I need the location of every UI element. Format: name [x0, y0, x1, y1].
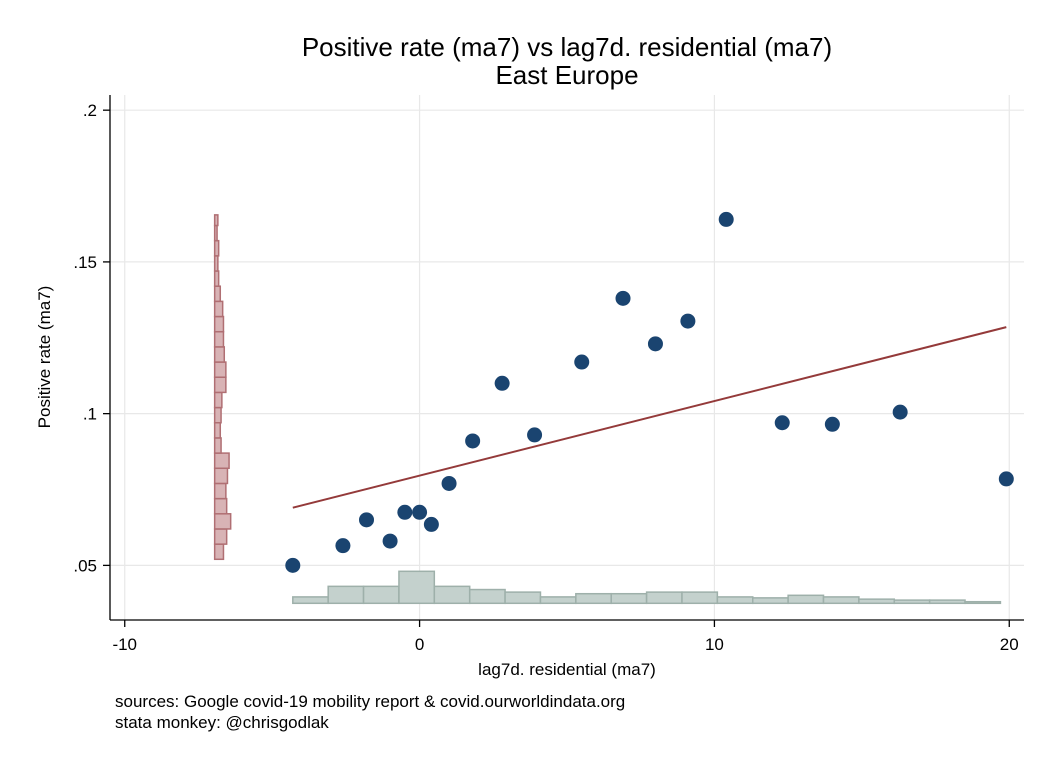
x-histogram-bar: [893, 599, 931, 605]
scatter-point: [774, 415, 790, 431]
scatter-point: [441, 475, 457, 491]
y-histogram-bar: [213, 482, 227, 500]
x-histogram-bar: [716, 596, 754, 605]
y-histogram-bar: [213, 224, 218, 242]
x-histogram-bar: [928, 599, 966, 605]
y-histogram-bar: [213, 452, 230, 470]
scatter-point: [892, 404, 908, 420]
x-histogram-bar: [575, 592, 612, 605]
y-histogram-bar: [213, 437, 222, 454]
scatter-point: [335, 538, 351, 554]
scatter-point: [285, 557, 301, 573]
x-histogram-bar: [787, 594, 825, 605]
fit-line: [292, 326, 1007, 509]
scatter-point: [359, 512, 375, 528]
y-histogram-bar: [213, 361, 227, 378]
y-tick-label: .05: [73, 556, 97, 575]
author-note: stata monkey: @chrisgodlak: [115, 713, 329, 732]
scatter-point: [494, 375, 510, 391]
x-histogram-bar: [362, 585, 400, 605]
x-tick-label: 0: [415, 635, 424, 654]
x-histogram-bar: [433, 585, 471, 605]
y-histogram-bar: [213, 528, 228, 545]
y-tick-label: .2: [83, 101, 97, 120]
y-tick-label: .1: [83, 405, 97, 424]
x-histogram-bar: [681, 591, 719, 605]
x-histogram-bar: [645, 591, 683, 605]
y-histogram-bar: [213, 543, 225, 561]
fit-line-group: [292, 326, 1007, 509]
y-histogram-bar: [213, 214, 219, 227]
y-histogram-bar: [213, 391, 223, 409]
y-histogram-bar: [213, 285, 222, 303]
x-histogram-bar: [292, 596, 329, 605]
y-histogram-bar: [213, 346, 226, 363]
scatter-point: [615, 290, 631, 306]
x-histogram-bar: [751, 597, 789, 605]
grid-lines: [110, 95, 1024, 620]
y-histogram-bar: [213, 467, 229, 485]
y-histogram-bar: [213, 406, 222, 424]
y-axis-label: Positive rate (ma7): [35, 286, 54, 429]
x-axis-label: lag7d. residential (ma7): [478, 660, 656, 679]
y-tick-label: .15: [73, 253, 97, 272]
scatter-point: [397, 504, 413, 520]
scatter-point: [998, 471, 1014, 487]
scatter-point: [465, 433, 481, 449]
chart-title: Positive rate (ma7) vs lag7d. residentia…: [302, 32, 832, 62]
x-tick-label: 10: [705, 635, 724, 654]
y-histogram-bar: [213, 270, 220, 287]
y-marginal-histogram: [213, 214, 232, 561]
scatter-point: [574, 354, 590, 370]
chart-subtitle: East Europe: [495, 60, 638, 90]
x-histogram-bar: [468, 588, 506, 605]
x-histogram-bar: [610, 592, 648, 605]
x-histogram-bar: [327, 585, 365, 605]
scatter-point: [382, 533, 398, 549]
y-histogram-bar: [213, 513, 232, 530]
axes: -10 0 10 20 .05 .1 .15 .2: [73, 95, 1024, 654]
y-histogram-bar: [213, 239, 220, 257]
sources-note: sources: Google covid-19 mobility report…: [115, 692, 625, 711]
x-histogram-bar: [398, 570, 436, 605]
x-tick-label: 20: [1000, 635, 1019, 654]
scatter-point: [412, 504, 428, 520]
y-histogram-bar: [213, 300, 224, 318]
x-histogram-bar: [504, 591, 542, 605]
x-histogram-bar: [964, 600, 1002, 605]
y-histogram-bar: [213, 421, 222, 439]
scatter-points: [285, 211, 1014, 573]
x-histogram-bar: [539, 596, 577, 605]
y-histogram-bar: [213, 315, 225, 333]
scatter-point: [647, 336, 663, 352]
x-tick-label: -10: [112, 635, 137, 654]
scatter-point: [824, 416, 840, 432]
x-histogram-bar: [822, 596, 860, 605]
y-histogram-bar: [213, 255, 219, 272]
scatter-point: [718, 211, 734, 227]
scatter-point: [423, 516, 439, 532]
y-histogram-bar: [213, 330, 225, 348]
y-histogram-bar: [213, 376, 227, 394]
scatter-point: [527, 427, 543, 443]
x-histogram-bar: [858, 598, 896, 605]
scatter-point: [680, 313, 696, 329]
x-marginal-histogram: [292, 570, 1002, 605]
y-histogram-bar: [213, 497, 228, 515]
